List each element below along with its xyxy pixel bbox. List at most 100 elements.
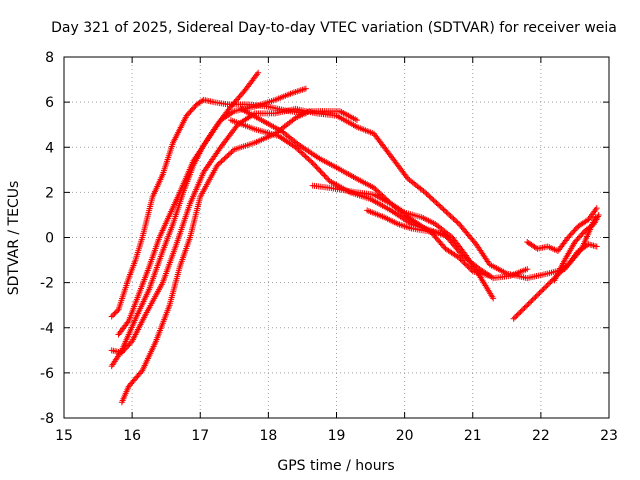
data-point [306, 157, 313, 164]
data-point [536, 290, 543, 297]
data-point [191, 104, 198, 111]
data-point [320, 171, 327, 178]
data-point [124, 343, 131, 350]
y-axis-title: SDTVAR / TECUs [6, 181, 22, 296]
data-point [528, 298, 535, 305]
data-point [440, 206, 447, 213]
data-point [439, 205, 446, 212]
x-axis-title: GPS time / hours [277, 458, 394, 474]
data-point [322, 173, 329, 180]
data-point [121, 346, 128, 353]
data-point [593, 243, 600, 250]
data-point [518, 307, 525, 314]
y-tick-label: 2 [45, 185, 54, 201]
x-tick-label: 22 [532, 428, 550, 444]
data-point [426, 193, 433, 200]
data-point [431, 198, 438, 205]
data-point [566, 233, 573, 240]
data-point [218, 158, 225, 165]
data-point [467, 265, 474, 272]
data-point [570, 228, 577, 235]
data-point [444, 210, 451, 217]
data-point [574, 236, 581, 243]
data-point [309, 160, 316, 167]
data-point [310, 161, 317, 168]
data-point [312, 162, 319, 169]
x-tick-label: 15 [55, 428, 73, 444]
data-point [595, 211, 602, 218]
data-point [372, 186, 379, 193]
data-point [375, 188, 382, 195]
data-point [301, 152, 308, 159]
data-point [446, 211, 453, 218]
data-point [543, 283, 550, 290]
data-point [510, 315, 517, 322]
data-point [513, 313, 520, 320]
data-point [298, 149, 305, 156]
x-tick-label: 19 [328, 428, 346, 444]
data-point [546, 280, 553, 287]
series-arc-9 [364, 207, 452, 241]
data-point [308, 158, 315, 165]
x-tick-label: 20 [396, 428, 414, 444]
data-point [461, 260, 468, 267]
data-point [184, 111, 191, 118]
data-point [299, 150, 306, 157]
data-point [526, 299, 533, 306]
data-point [457, 256, 464, 263]
data-point [295, 146, 302, 153]
data-point [456, 254, 463, 261]
data-point [190, 105, 197, 112]
data-point [541, 284, 548, 291]
data-point [424, 192, 431, 199]
data-point [317, 168, 324, 175]
data-point [514, 311, 521, 318]
data-point [522, 303, 529, 310]
data-point [447, 213, 454, 220]
y-tick-label: 0 [45, 231, 54, 247]
data-point [228, 149, 235, 156]
y-tick-label: 4 [45, 140, 54, 156]
data-point [224, 153, 231, 160]
data-point [531, 295, 538, 302]
data-point [571, 227, 578, 234]
data-point [225, 151, 232, 158]
data-point [302, 153, 309, 160]
y-tick-label: 6 [45, 95, 54, 111]
data-point [302, 85, 309, 92]
data-point [313, 164, 320, 171]
data-point [468, 266, 475, 273]
data-point [183, 112, 190, 119]
data-points [108, 69, 602, 406]
y-tick-label: 8 [45, 50, 54, 66]
data-point [188, 107, 195, 114]
chart-title: Day 321 of 2025, Sidereal Day-to-day VTE… [51, 20, 617, 36]
data-point [112, 309, 119, 316]
data-point [111, 310, 118, 317]
data-point [524, 302, 531, 309]
data-point [122, 345, 129, 352]
data-point [593, 205, 600, 212]
data-point [422, 189, 429, 196]
data-point [521, 304, 528, 311]
data-point [423, 190, 430, 197]
data-point [229, 147, 236, 154]
data-point [316, 166, 323, 173]
data-point [449, 214, 456, 221]
data-point [318, 169, 325, 176]
series-arc-5 [118, 108, 360, 406]
data-point [215, 160, 222, 167]
data-point [434, 201, 441, 208]
data-point [572, 226, 579, 233]
series-arc-1 [108, 69, 262, 370]
data-point [114, 308, 121, 315]
data-point [544, 281, 551, 288]
data-point [441, 207, 448, 214]
data-point [427, 194, 434, 201]
data-point [187, 108, 194, 115]
data-point [460, 258, 467, 265]
series-arc-4 [108, 105, 599, 356]
data-point [325, 176, 332, 183]
data-point [314, 165, 321, 172]
data-point [429, 195, 436, 202]
